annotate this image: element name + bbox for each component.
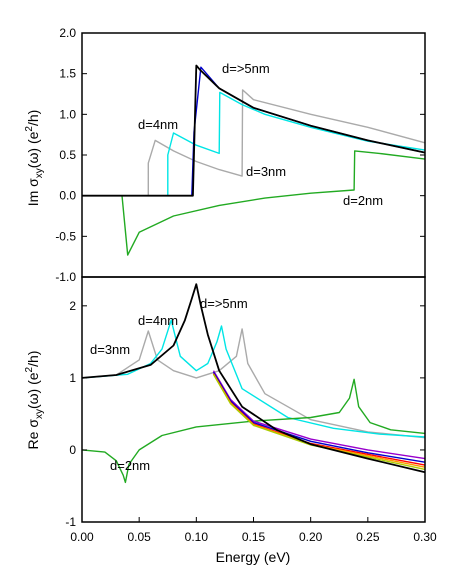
bottom-series-group [81,283,426,484]
bottom-ytick-label: 0 [69,443,76,457]
bottom-ylabel-pre: Re σ [25,419,41,450]
bottom-series-line-8 [81,283,426,474]
xtick-label: 0.10 [185,530,209,544]
bottom-annotation-d3: d=3nm [90,342,130,357]
bottom-plot-frame [81,276,426,523]
top-ylabel-sub: xy [34,168,45,178]
bottom-ylabel-post: /h) [25,351,41,367]
top-ylabel-sup: 2 [24,126,35,132]
bottom-panel: -1 0 1 2 0.00 0.05 0.10 0.15 0.20 0.25 0.30 d=>5n… [24,276,437,565]
xtick-label: 0.05 [127,530,151,544]
top-y-axis-label: Im σxy(ω) (e2/h) [24,110,45,207]
top-annotation-d4: d=4nm [138,117,178,132]
top-series-line-2 [82,150,426,256]
top-ytick-label: 1.0 [59,107,76,121]
top-ytick-label: 2.0 [59,26,76,40]
bottom-xticks: 0.00 0.05 0.10 0.15 0.20 0.25 0.30 [70,517,437,544]
top-ytick-label: 0.0 [59,189,76,203]
bottom-ytick-label: -1 [65,515,76,529]
top-yticks: -1.0 -0.5 0.0 0.5 1.0 1.5 2.0 [55,26,425,284]
bottom-y-axis-label: Re σxy(ω) (e2/h) [24,351,45,450]
bottom-series-line-3 [212,370,426,460]
top-series-group [82,64,426,256]
bottom-ytick-label: 2 [69,299,76,313]
xtick-label: 0.00 [70,530,94,544]
bottom-annotation-d5: d=>5nm [200,296,248,311]
bottom-yticks: -1 0 1 2 [65,299,425,529]
xtick-label: 0.20 [299,530,323,544]
bottom-ytick-label: 1 [69,371,76,385]
top-ytick-label: 0.5 [59,148,76,162]
top-ytick-label: -0.5 [55,229,76,243]
top-ytick-label: 1.5 [59,67,76,81]
top-ytick-label: -1.0 [55,270,76,284]
bottom-series-line-1 [81,319,426,438]
top-ylabel-post: /h) [25,110,41,126]
top-annotation-d3: d=3nm [246,164,286,179]
xtick-label: 0.30 [413,530,437,544]
xtick-label: 0.25 [356,530,380,544]
top-annotation-d5: d=>5nm [222,61,270,76]
top-series-line-0 [82,89,426,197]
bottom-ylabel-sup: 2 [24,366,35,372]
top-panel: -1.0 -0.5 0.0 0.5 1.0 1.5 2.0 d=>5nm d=4nm d=3… [24,26,426,284]
top-series-line-1 [82,91,426,197]
x-axis-label: Energy (eV) [216,549,291,565]
top-annotation-d2: d=2nm [343,193,383,208]
xtick-label: 0.15 [242,530,266,544]
bottom-ylabel-sub: xy [34,409,45,419]
bottom-series-line-2 [81,378,426,484]
bottom-series-line-7 [212,373,426,471]
top-ylabel-mid: (ω) (e [25,131,41,168]
bottom-annotation-d4: d=4nm [138,313,178,328]
bottom-ylabel-mid: (ω) (e [25,372,41,409]
top-ylabel-pre: Im σ [25,178,41,206]
top-series-line-4 [82,64,426,197]
bottom-annotation-d2: d=2nm [110,458,150,473]
bottom-series-line-5 [212,373,426,466]
